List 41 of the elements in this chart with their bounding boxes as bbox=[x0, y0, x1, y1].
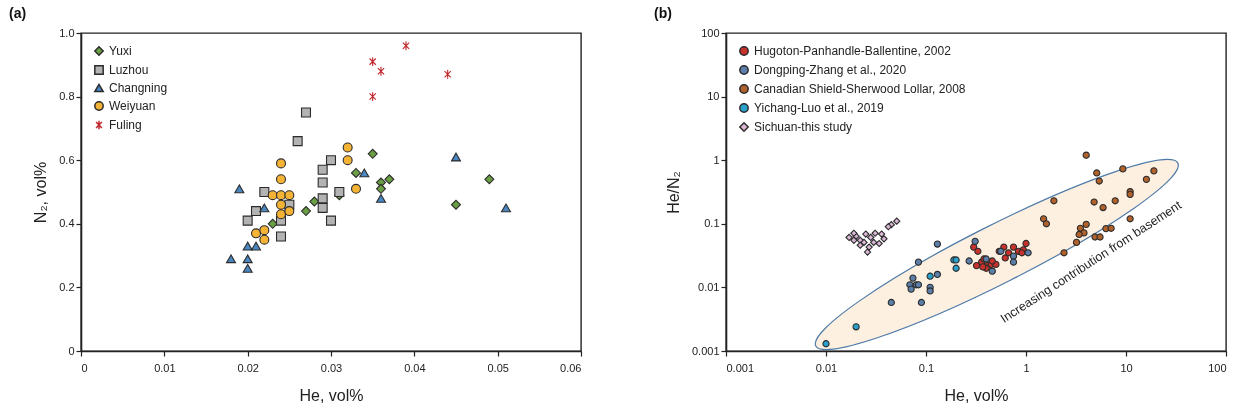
x-tick-label: 1 bbox=[1023, 361, 1030, 374]
legend-label: Changning bbox=[109, 81, 168, 95]
x-tick-label: 10 bbox=[1120, 361, 1133, 374]
y-axis-title: N₂, vol% bbox=[32, 161, 50, 224]
y-tick-label: 0.8 bbox=[59, 90, 75, 103]
y-tick-label: 1.0 bbox=[59, 26, 75, 39]
legend-label: Yuxi bbox=[109, 44, 132, 58]
legend-label: Luzhou bbox=[109, 63, 149, 77]
legend-label: Canadian Shield-Sherwood Lollar, 2008 bbox=[754, 82, 966, 96]
y-tick-label: 0.2 bbox=[59, 280, 75, 293]
x-tick-label: 0.001 bbox=[726, 361, 755, 374]
y-tick-label: 0 bbox=[68, 344, 75, 357]
x-tick-label: 0.01 bbox=[815, 361, 838, 374]
y-tick-label: 0.6 bbox=[59, 153, 75, 166]
y-axis-title: He/N₂ bbox=[664, 171, 682, 214]
legend-label: Yichang-Luo et al., 2019 bbox=[754, 101, 884, 115]
x-tick-label: 0.01 bbox=[154, 361, 176, 374]
chart-title: (a) bbox=[9, 5, 27, 21]
y-tick-label: 0.001 bbox=[691, 344, 720, 357]
legend-label: Weiyuan bbox=[109, 99, 156, 113]
y-tick-label: 0.4 bbox=[59, 217, 75, 230]
y-tick-label: 0.1 bbox=[704, 217, 720, 230]
x-tick-label: 0.05 bbox=[487, 361, 509, 374]
y-tick-label: 0.01 bbox=[698, 280, 720, 293]
y-tick-label: 100 bbox=[701, 26, 720, 39]
x-tick-label: 0.02 bbox=[237, 361, 259, 374]
x-tick-label: 0 bbox=[81, 361, 88, 374]
x-tick-label: 0.04 bbox=[404, 361, 426, 374]
y-tick-label: 1 bbox=[713, 153, 720, 166]
chart-title: (b) bbox=[654, 5, 672, 21]
y-tick-label: 10 bbox=[707, 90, 720, 103]
x-tick-label: 0.1 bbox=[918, 361, 935, 374]
x-tick-label: 100 bbox=[1208, 361, 1227, 374]
legend-label: Dongping-Zhang et al., 2020 bbox=[754, 63, 907, 77]
legend-label: Sichuan-this study bbox=[754, 120, 853, 134]
x-tick-label: 0.03 bbox=[320, 361, 343, 374]
legend-label: Hugoton-Panhandle-Ballentine, 2002 bbox=[754, 44, 952, 58]
x-axis-title: He, vol% bbox=[944, 386, 1009, 404]
x-axis-title: He, vol% bbox=[299, 386, 364, 404]
x-tick-label: 0.06 bbox=[560, 361, 582, 374]
legend-label: Fuling bbox=[109, 118, 142, 132]
